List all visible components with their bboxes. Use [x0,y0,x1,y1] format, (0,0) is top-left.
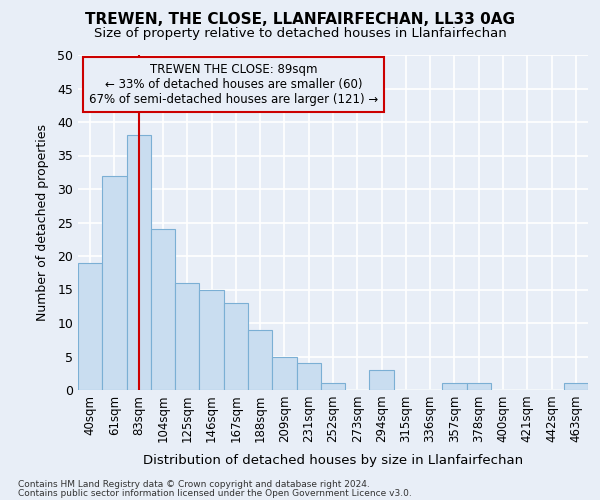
Bar [224,303,248,390]
Text: Size of property relative to detached houses in Llanfairfechan: Size of property relative to detached ho… [94,28,506,40]
Bar [78,262,102,390]
Bar [370,370,394,390]
Bar [151,229,175,390]
Bar [199,290,224,390]
Bar [102,176,127,390]
Bar [296,363,321,390]
Bar [564,384,588,390]
X-axis label: Distribution of detached houses by size in Llanfairfechan: Distribution of detached houses by size … [143,454,523,466]
Bar [321,384,345,390]
Text: TREWEN, THE CLOSE, LLANFAIRFECHAN, LL33 0AG: TREWEN, THE CLOSE, LLANFAIRFECHAN, LL33 … [85,12,515,28]
Bar [272,356,296,390]
Text: Contains public sector information licensed under the Open Government Licence v3: Contains public sector information licen… [18,488,412,498]
Bar [248,330,272,390]
Text: TREWEN THE CLOSE: 89sqm
← 33% of detached houses are smaller (60)
67% of semi-de: TREWEN THE CLOSE: 89sqm ← 33% of detache… [89,64,378,106]
Bar [175,283,199,390]
Y-axis label: Number of detached properties: Number of detached properties [36,124,49,321]
Text: Contains HM Land Registry data © Crown copyright and database right 2024.: Contains HM Land Registry data © Crown c… [18,480,370,489]
Bar [127,136,151,390]
Bar [442,384,467,390]
Bar [467,384,491,390]
